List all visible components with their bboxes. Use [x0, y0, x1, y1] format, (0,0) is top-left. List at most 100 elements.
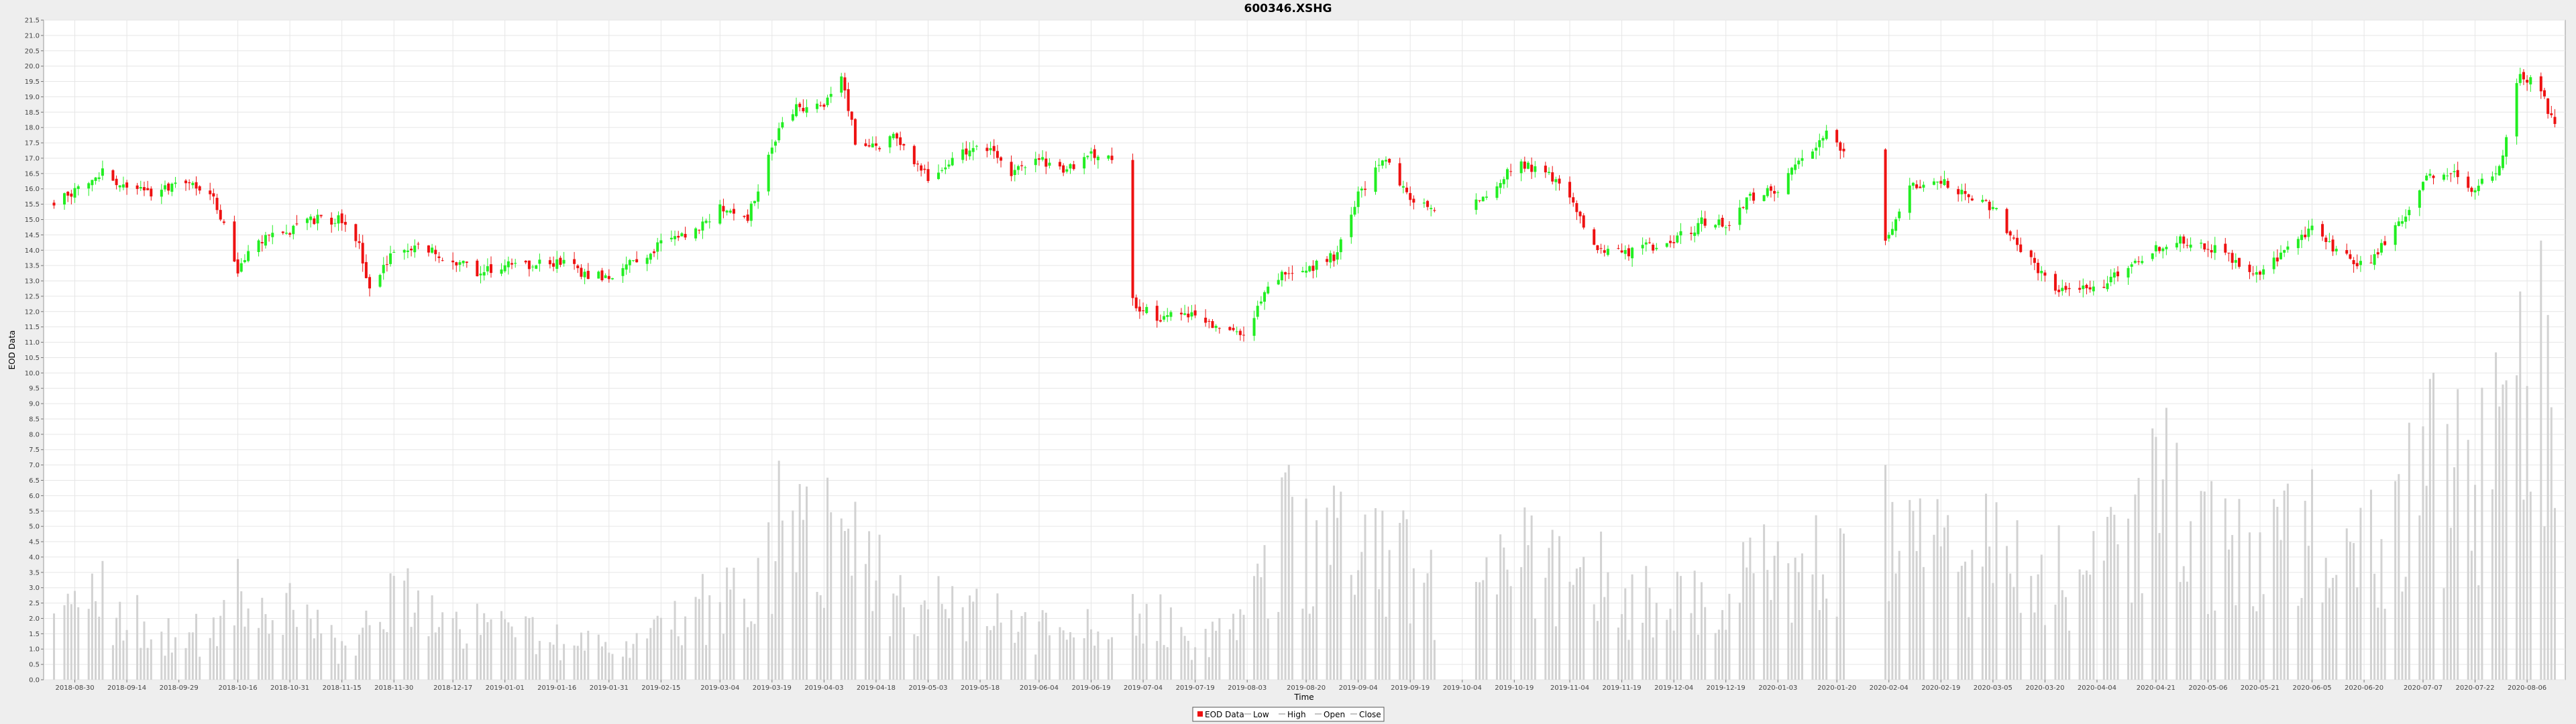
volume-bar	[2057, 525, 2060, 680]
x-tick-label: 2019-07-19	[1176, 684, 1215, 692]
candle-body	[1697, 223, 1700, 235]
volume-bar	[1776, 541, 1779, 680]
volume-bar	[777, 461, 780, 680]
candle-body	[975, 145, 978, 147]
candle-body	[1527, 162, 1530, 169]
candle-body	[1179, 312, 1183, 314]
volume-bar	[237, 558, 239, 680]
volume-bar	[1169, 607, 1172, 680]
volume-bar	[2543, 526, 2546, 680]
candle-body	[1065, 169, 1069, 172]
volume-bar	[288, 583, 291, 680]
volume-bar	[77, 607, 80, 680]
candle-body	[1908, 185, 1911, 213]
x-tick-label: 2020-07-07	[2404, 684, 2443, 692]
volume-bar	[1020, 615, 1023, 680]
x-tick-label: 2020-01-20	[1817, 684, 1856, 692]
candle-body	[669, 237, 673, 239]
volume-bar	[216, 646, 219, 680]
candle-body	[413, 245, 417, 253]
candle-body	[1995, 208, 1998, 210]
candle-body	[389, 253, 392, 264]
volume-bar	[184, 648, 187, 680]
candle-body	[427, 245, 430, 253]
candle-body	[1745, 197, 1748, 210]
candle-body	[1000, 157, 1003, 161]
volume-bar	[1509, 586, 1512, 680]
volume-bar	[1593, 604, 1595, 680]
volume-bar	[2516, 375, 2518, 680]
volume-bar	[2540, 240, 2542, 680]
volume-bar	[1263, 545, 1266, 680]
candle-body	[2515, 82, 2518, 137]
candle-body	[1315, 260, 1318, 270]
volume-bar	[1642, 622, 1644, 680]
volume-bar	[659, 617, 662, 680]
volume-bar	[1794, 557, 1796, 680]
candle-body	[1499, 183, 1502, 188]
volume-bar	[1818, 610, 1821, 680]
x-tick-label: 2019-03-04	[700, 684, 739, 692]
candle-body	[94, 177, 97, 181]
candle-body	[163, 185, 166, 190]
volume-bar	[247, 608, 250, 680]
candle-body	[2175, 243, 2178, 248]
candle-body	[1842, 148, 1845, 152]
candle-body	[2151, 253, 2154, 259]
candle-body	[1277, 280, 1280, 285]
candle-body	[2498, 166, 2501, 176]
volume-bar	[2110, 507, 2112, 680]
candle-body	[511, 263, 514, 265]
candle-body	[118, 185, 121, 188]
candle-body	[451, 260, 455, 263]
legend-high-label: High	[1287, 710, 1306, 719]
candle-body	[2379, 243, 2383, 253]
y-tick-label: 7.5	[29, 446, 40, 454]
volume-bar	[268, 634, 270, 680]
volume-bar	[122, 640, 125, 680]
volume-bar	[2203, 491, 2206, 680]
volume-bar	[244, 626, 246, 680]
candle-body	[1693, 232, 1697, 236]
candle-body	[746, 215, 749, 221]
candle-body	[236, 259, 239, 274]
candle-body	[989, 147, 992, 151]
candle-body	[1381, 160, 1384, 166]
candle-body	[2296, 239, 2300, 249]
volume-bar	[2012, 587, 2015, 680]
volume-bar	[2182, 566, 2185, 680]
volume-bar	[1544, 577, 1547, 680]
volume-bar	[2116, 544, 2119, 680]
volume-bar	[1530, 515, 1533, 680]
volume-bar	[1843, 533, 1845, 680]
volume-bar	[2137, 477, 2140, 680]
volume-bar	[1034, 654, 1037, 680]
volume-bar	[2467, 440, 2469, 680]
candle-body	[2443, 174, 2446, 180]
candle-body	[1010, 162, 1013, 176]
candle-body	[1627, 248, 1630, 257]
candle-body	[1641, 245, 1644, 249]
candle-body	[732, 208, 735, 214]
x-tick-label: 2020-04-04	[2078, 684, 2116, 692]
volume-bar	[1083, 638, 1085, 680]
y-tick-label: 6.0	[29, 493, 40, 500]
volume-bar	[1073, 637, 1075, 680]
candle-body	[1238, 330, 1242, 335]
candle-body	[1714, 225, 1717, 228]
volume-bar	[2404, 577, 2407, 680]
candle-body	[2255, 272, 2258, 275]
volume-bar	[819, 595, 822, 680]
candle-body	[1363, 188, 1366, 190]
candle-body	[330, 217, 333, 225]
volume-bar	[2335, 575, 2338, 680]
candle-body	[486, 266, 489, 272]
candle-body	[1155, 306, 1159, 321]
candle-body	[1183, 313, 1187, 315]
volume-bar	[514, 637, 517, 680]
volume-bar	[2550, 407, 2553, 680]
volume-bar	[2252, 606, 2255, 680]
volume-bar	[923, 600, 926, 680]
candle-body	[382, 265, 385, 274]
volume-bar	[1090, 629, 1093, 680]
